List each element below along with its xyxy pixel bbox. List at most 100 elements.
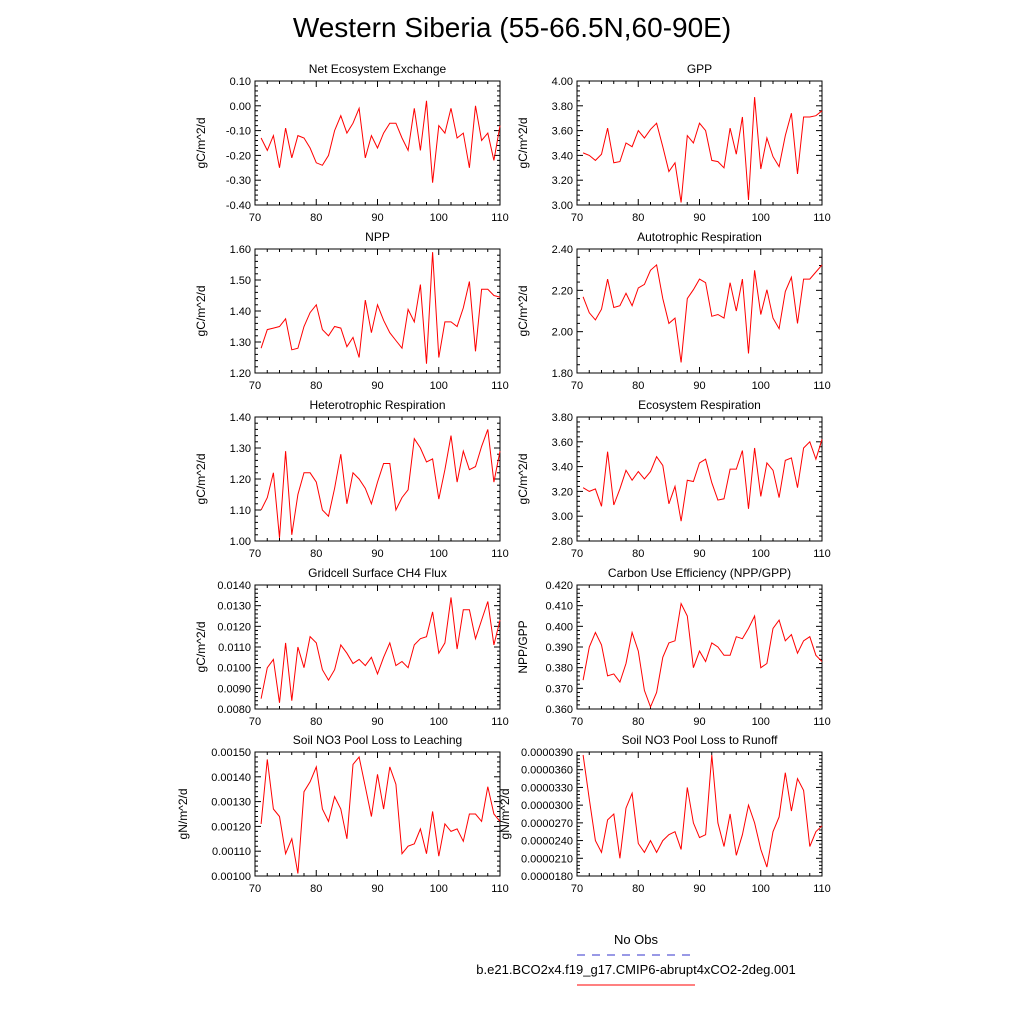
y-tick-label: -0.10 [226, 126, 251, 138]
y-tick-label: 0.380 [545, 663, 573, 675]
panel-title: Ecosystem Respiration [638, 398, 761, 412]
x-tick-label: 70 [571, 716, 583, 728]
series-line [260, 755, 501, 874]
x-tick-label: 80 [310, 548, 322, 560]
legend-run-label: b.e21.BCO2x4.f19_g17.CMIP6-abrupt4xCO2-2… [476, 962, 796, 977]
y-tick-label: 0.370 [545, 683, 573, 695]
y-tick-label: 1.20 [230, 368, 251, 380]
x-tick-label: 100 [430, 380, 448, 392]
y-tick-label: 1.40 [230, 306, 251, 318]
y-tick-label: 1.30 [230, 443, 251, 455]
chart-panel: Net Ecosystem Exchange -0.40 -0.30 -0.20 -0.… [194, 62, 509, 224]
series-line [582, 601, 823, 709]
chart-panel: GPP 3.00 3.20 3.40 3.60 3.80 4.00 70 80 90 100 110 g… [516, 62, 831, 224]
x-tick-label: 110 [813, 883, 831, 895]
panel-title: Gridcell Surface CH4 Flux [308, 566, 447, 580]
y-tick-label: 1.10 [230, 505, 251, 517]
figure-title: Western Siberia (55-66.5N,60-90E) [292, 12, 732, 43]
plot-frame [254, 248, 501, 374]
x-tick-label: 100 [430, 883, 448, 895]
x-tick-label: 70 [571, 380, 583, 392]
y-tick-label: 1.40 [230, 412, 251, 424]
y-axis-label: gC/m^2/d [516, 286, 530, 337]
y-tick-label: 3.20 [552, 486, 573, 498]
x-tick-label: 70 [571, 212, 583, 224]
y-axis-label: gC/m^2/d [516, 118, 530, 169]
y-tick-label: -0.30 [226, 175, 251, 187]
y-tick-label: 1.30 [230, 337, 251, 349]
x-tick-label: 80 [632, 548, 644, 560]
x-tick-label: 90 [371, 548, 383, 560]
x-tick-label: 90 [693, 548, 705, 560]
x-tick-label: 110 [491, 380, 509, 392]
x-tick-label: 100 [430, 212, 448, 224]
chart-panel: Autotrophic Respiration 1.80 2.00 2.20 2.40 7… [516, 230, 831, 392]
x-tick-label: 110 [813, 212, 831, 224]
x-tick-label: 90 [371, 212, 383, 224]
y-tick-label: 3.00 [552, 200, 573, 212]
x-tick-label: 90 [693, 212, 705, 224]
panel-title: Carbon Use Efficiency (NPP/GPP) [608, 566, 791, 580]
x-tick-label: 100 [430, 548, 448, 560]
y-tick-label: 0.0000180 [521, 871, 573, 883]
x-tick-label: 110 [491, 883, 509, 895]
panel-title: Net Ecosystem Exchange [309, 62, 447, 76]
y-tick-label: 0.0000270 [521, 818, 573, 830]
y-axis-label: gN/m^2/d [176, 789, 190, 840]
chart-panel: Soil NO3 Pool Loss to Runoff 0.0000180 0.0… [498, 733, 831, 895]
series-line [582, 97, 823, 203]
x-tick-label: 100 [752, 548, 770, 560]
panel-title: Heterotrophic Respiration [309, 398, 445, 412]
y-tick-label: 0.400 [545, 621, 573, 633]
y-tick-label: 0.00110 [212, 846, 251, 858]
y-tick-label: 3.80 [552, 101, 573, 113]
chart-panel: Heterotrophic Respiration 1.00 1.10 1.20 1.3… [194, 398, 509, 560]
x-tick-label: 100 [752, 212, 770, 224]
chart-panel: Carbon Use Efficiency (NPP/GPP) 0.360 0.37… [516, 566, 831, 728]
y-tick-label: 0.00150 [211, 747, 251, 759]
panel-title: Soil NO3 Pool Loss to Runoff [622, 733, 779, 747]
x-tick-label: 80 [632, 212, 644, 224]
y-tick-label: 0.10 [230, 76, 251, 88]
y-tick-label: 0.390 [545, 642, 573, 654]
x-tick-label: 90 [693, 883, 705, 895]
x-tick-label: 90 [371, 380, 383, 392]
x-tick-label: 80 [310, 212, 322, 224]
y-tick-label: 0.0000330 [521, 782, 573, 794]
y-tick-label: 0.410 [545, 601, 573, 613]
x-tick-label: 110 [491, 548, 509, 560]
series-line [582, 263, 823, 363]
panel-title: NPP [365, 230, 390, 244]
x-tick-label: 90 [693, 716, 705, 728]
y-tick-label: 0.0090 [217, 683, 251, 695]
x-tick-label: 80 [632, 883, 644, 895]
x-tick-label: 110 [813, 716, 831, 728]
y-tick-label: 3.80 [552, 412, 573, 424]
series-line [260, 252, 501, 364]
y-tick-label: 0.0000360 [521, 765, 573, 777]
x-tick-label: 110 [491, 716, 509, 728]
plot-frame [576, 584, 823, 710]
y-tick-label: 1.80 [552, 368, 573, 380]
chart-panel: Soil NO3 Pool Loss to Leaching 0.00100 0.0… [176, 733, 509, 895]
y-tick-label: 2.80 [552, 536, 573, 548]
y-tick-label: 1.60 [230, 244, 251, 256]
x-tick-label: 70 [249, 548, 261, 560]
y-tick-label: -0.20 [226, 150, 251, 162]
plot-frame [254, 80, 501, 206]
panel-title: Soil NO3 Pool Loss to Leaching [293, 733, 462, 747]
y-tick-label: 3.40 [552, 462, 573, 474]
x-tick-label: 100 [752, 380, 770, 392]
y-axis-label: NPP/GPP [516, 620, 530, 673]
y-tick-label: 0.00 [230, 101, 251, 113]
chart-panel: Ecosystem Respiration 2.80 3.00 3.20 3.40 3.6… [516, 398, 831, 560]
y-tick-label: 1.20 [230, 474, 251, 486]
x-tick-label: 70 [571, 883, 583, 895]
y-axis-label: gC/m^2/d [194, 454, 208, 505]
y-tick-label: 0.0130 [217, 601, 251, 613]
x-tick-label: 90 [371, 883, 383, 895]
x-tick-label: 90 [371, 716, 383, 728]
x-tick-label: 80 [310, 380, 322, 392]
plot-frame [254, 416, 501, 542]
